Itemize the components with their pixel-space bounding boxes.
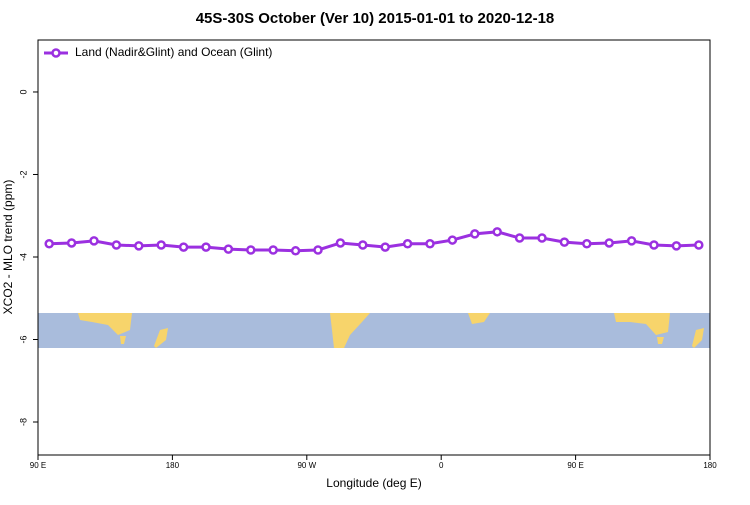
data-point xyxy=(66,238,77,248)
data-point xyxy=(402,239,413,249)
data-point xyxy=(649,240,659,250)
data-point xyxy=(470,229,480,239)
data-point xyxy=(447,235,458,245)
legend-label: Land (Nadir&Glint) and Ocean (Glint) xyxy=(75,45,272,59)
x-tick-label: 90 E xyxy=(567,461,583,470)
x-tick-label: 90 E xyxy=(30,461,46,470)
data-point xyxy=(559,237,570,247)
y-tick-label: 0 xyxy=(18,89,28,94)
data-point xyxy=(671,241,682,251)
data-point xyxy=(626,236,637,246)
x-tick-label: 0 xyxy=(439,461,444,470)
data-point xyxy=(492,227,502,237)
data-point xyxy=(290,246,301,256)
data-point xyxy=(582,239,592,249)
data-point xyxy=(111,240,122,250)
data-point xyxy=(134,241,144,251)
y-tick-label: -8 xyxy=(18,418,28,426)
data-point xyxy=(604,238,614,248)
data-point xyxy=(223,244,234,254)
y-tick-label: -6 xyxy=(18,335,28,343)
plot-frame xyxy=(37,39,711,456)
data-point xyxy=(246,245,256,255)
x-axis-label: Longitude (deg E) xyxy=(326,476,421,490)
y-axis-label: XCO2 - MLO trend (ppm) xyxy=(1,180,15,315)
chart-title: 45S-30S October (Ver 10) 2015-01-01 to 2… xyxy=(196,10,555,27)
x-tick-label: 180 xyxy=(703,461,717,470)
x-tick-label: 90 W xyxy=(297,461,316,470)
data-point xyxy=(268,245,278,255)
data-point xyxy=(425,239,435,249)
data-point xyxy=(514,233,525,243)
data-point xyxy=(380,242,390,252)
data-point xyxy=(358,240,368,250)
series-line xyxy=(49,230,699,253)
legend-marker xyxy=(51,48,61,58)
data-point xyxy=(335,238,346,248)
data-point xyxy=(694,240,704,250)
x-tick-label: 180 xyxy=(166,461,180,470)
y-tick-label: -4 xyxy=(18,253,28,261)
data-point xyxy=(313,245,323,255)
map-background xyxy=(38,313,710,348)
data-point xyxy=(178,242,189,252)
data-point xyxy=(537,233,547,243)
y-tick-label: -2 xyxy=(18,170,28,178)
data-point xyxy=(44,239,54,249)
data-point xyxy=(89,236,99,246)
data-point xyxy=(201,242,211,252)
data-point xyxy=(156,240,166,250)
